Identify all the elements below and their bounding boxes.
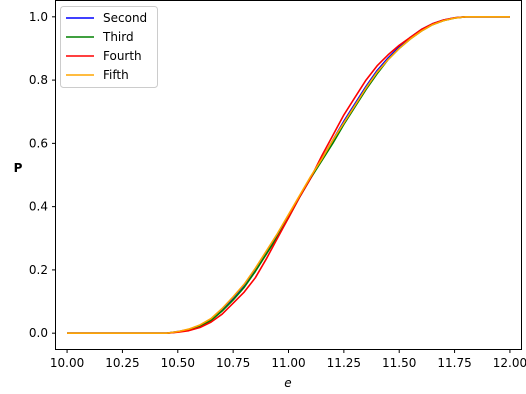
y-tick-label: 0.0 xyxy=(29,326,48,340)
y-axis-label: P xyxy=(14,161,23,175)
y-tick-label: 0.2 xyxy=(29,263,48,277)
x-tick-label: 10.50 xyxy=(161,356,195,370)
legend-label-second: Second xyxy=(103,11,147,25)
y-tick-label: 0.8 xyxy=(29,73,48,87)
x-tick-label: 11.75 xyxy=(437,356,471,370)
legend-label-third: Third xyxy=(102,30,134,44)
legend-box xyxy=(60,6,158,88)
x-axis-ticks: 10.00 10.25 10.50 10.75 11.00 11.25 11.50 11.75… xyxy=(50,349,526,370)
legend: Second Third Fourth Fifth xyxy=(60,6,158,88)
plot-lines xyxy=(67,16,510,334)
x-tick-label: 12.00 xyxy=(493,356,526,370)
y-tick-label: 1.0 xyxy=(29,10,48,24)
y-axis-ticks: 0.0 0.2 0.4 0.6 0.8 1.0 xyxy=(29,10,56,340)
series-line-fifth xyxy=(67,16,510,334)
legend-label-fifth: Fifth xyxy=(103,68,129,82)
y-tick-label: 0.4 xyxy=(29,200,48,214)
x-axis-label: e xyxy=(284,376,291,390)
x-tick-label: 10.25 xyxy=(105,356,139,370)
x-tick-label: 11.00 xyxy=(271,356,305,370)
y-tick-label: 0.6 xyxy=(29,136,48,150)
x-tick-label: 11.25 xyxy=(327,356,361,370)
x-tick-label: 10.75 xyxy=(216,356,250,370)
x-tick-label: 10.00 xyxy=(50,356,84,370)
x-tick-label: 11.50 xyxy=(382,356,416,370)
legend-label-fourth: Fourth xyxy=(103,49,142,63)
